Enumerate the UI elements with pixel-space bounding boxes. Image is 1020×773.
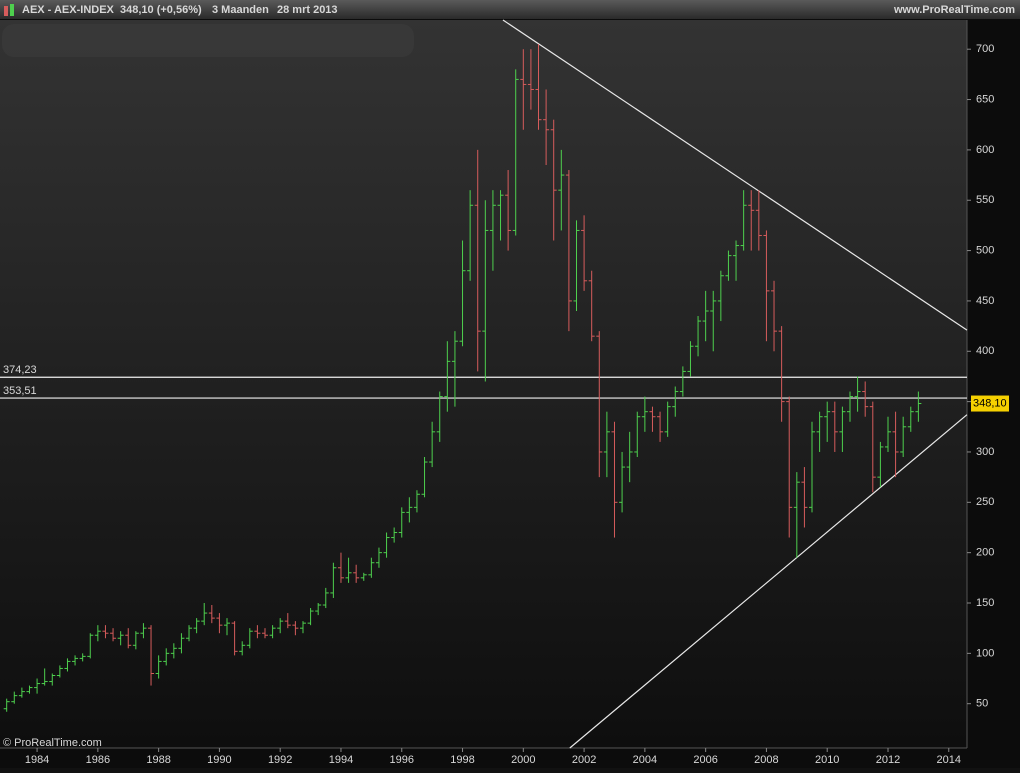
- x-tick-label: 2012: [876, 754, 900, 766]
- x-tick-label: 1996: [390, 754, 414, 766]
- symbol: AEX - AEX-INDEX: [22, 4, 115, 16]
- x-tick-label: 1998: [450, 754, 474, 766]
- x-tick-label: 1994: [329, 754, 353, 766]
- legend-blur: [2, 24, 414, 57]
- x-tick-label: 2000: [511, 754, 535, 766]
- plot-area: [0, 20, 967, 748]
- horizontal-line-label: 353,51: [3, 385, 37, 397]
- y-tick-label: 450: [976, 295, 994, 307]
- y-tick-label: 150: [976, 597, 994, 609]
- horizontal-line-label: 374,23: [3, 364, 37, 376]
- x-tick-label: 2006: [693, 754, 717, 766]
- y-tick-label: 250: [976, 496, 994, 508]
- x-tick-label: 2010: [815, 754, 839, 766]
- copyright: © ProRealTime.com: [3, 737, 102, 749]
- x-tick-label: 2004: [633, 754, 657, 766]
- trendline: [502, 19, 968, 331]
- y-tick-label: 500: [976, 244, 994, 256]
- date: 28 mrt 2013: [277, 4, 338, 16]
- y-tick-label: 650: [976, 93, 994, 105]
- y-tick-label: 200: [976, 547, 994, 559]
- trendline: [569, 414, 968, 749]
- period: 3 Maanden: [212, 4, 269, 16]
- price-tag-label: 348,10: [973, 397, 1007, 409]
- x-tick-label: 1992: [268, 754, 292, 766]
- site: www.ProRealTime.com: [893, 4, 1015, 16]
- x-tick-label: 1990: [207, 754, 231, 766]
- x-tick-label: 1986: [86, 754, 110, 766]
- header-bar: [0, 0, 1020, 19]
- icon-red: [4, 6, 8, 16]
- x-tick-label: 1988: [146, 754, 170, 766]
- y-tick-label: 550: [976, 194, 994, 206]
- y-tick-label: 50: [976, 698, 988, 710]
- icon-green: [10, 4, 14, 16]
- y-tick-label: 600: [976, 144, 994, 156]
- y-tick-label: 300: [976, 446, 994, 458]
- y-tick-label: 700: [976, 43, 994, 55]
- x-tick-label: 1984: [25, 754, 49, 766]
- price-tag: [971, 395, 1009, 412]
- x-tick-label: 2008: [754, 754, 778, 766]
- x-tick-label: 2002: [572, 754, 596, 766]
- y-tick-label: 400: [976, 345, 994, 357]
- x-tick-label: 2014: [937, 754, 961, 766]
- y-tick-label: 100: [976, 647, 994, 659]
- quote: 348,10 (+0,56%): [120, 4, 202, 16]
